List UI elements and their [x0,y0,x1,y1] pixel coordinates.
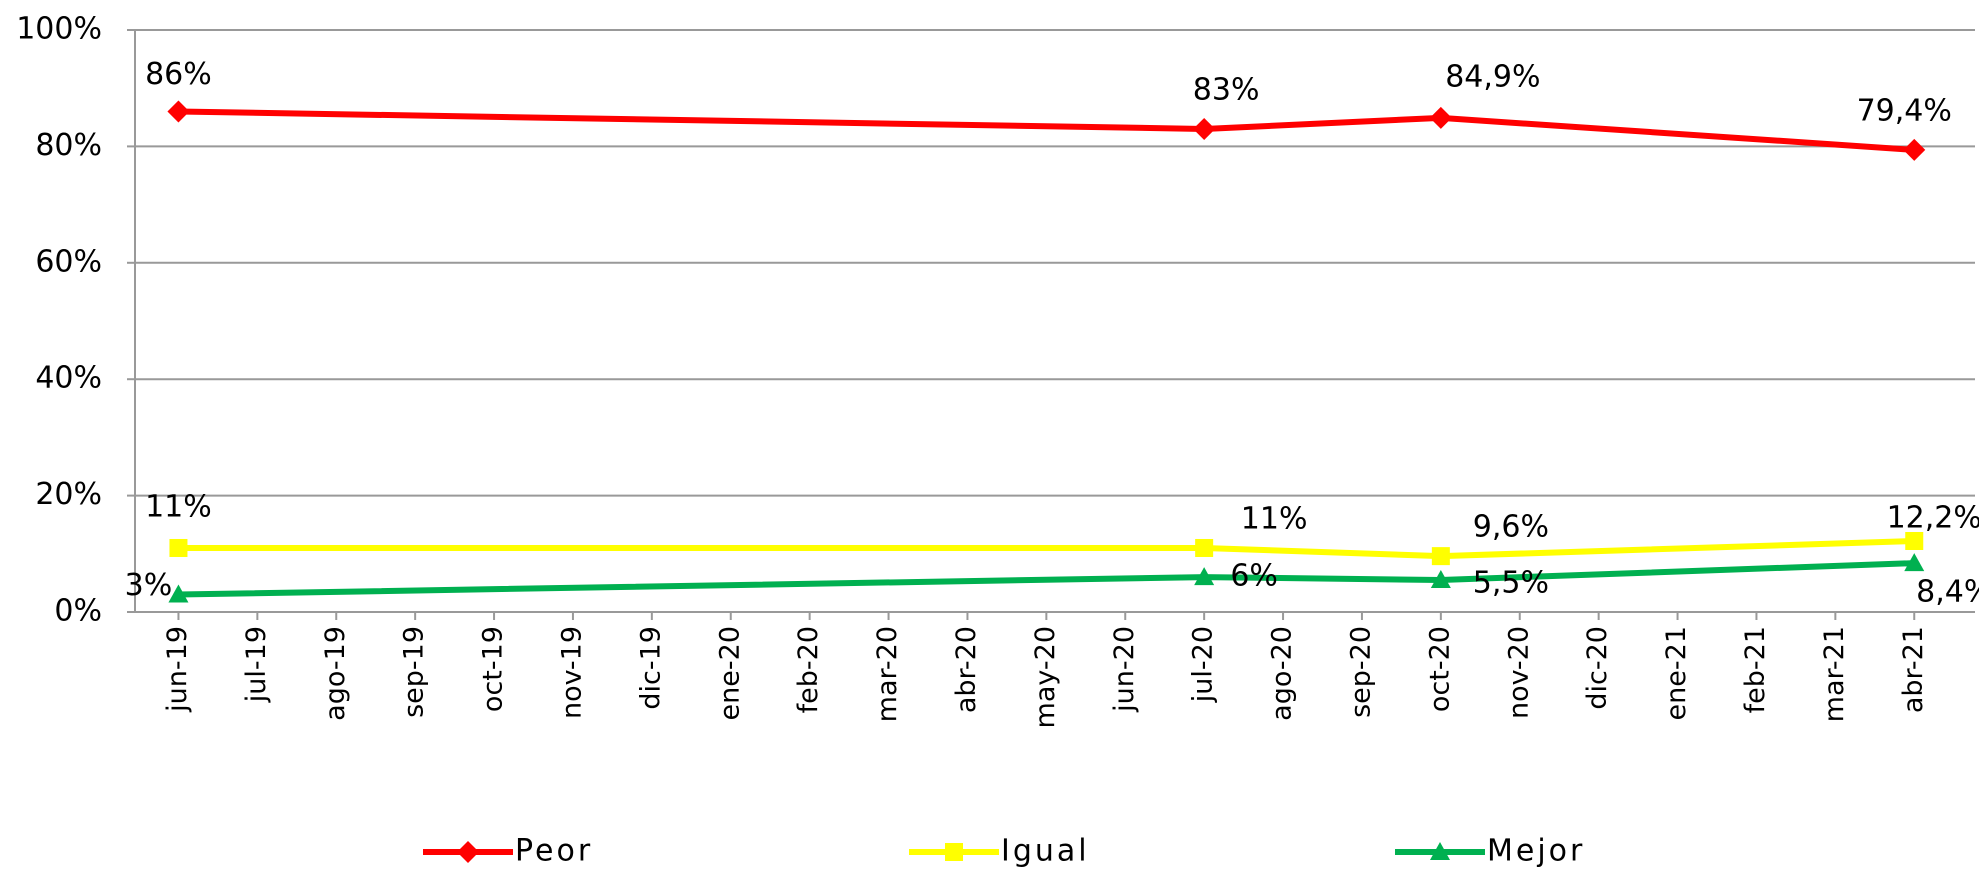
marker [1431,547,1450,566]
marker [1429,106,1452,129]
legend-label: Peor [515,834,593,869]
x-tick-label: oct-20 [1424,626,1455,712]
marker [1904,553,1925,572]
marker [1194,567,1215,586]
x-tick-label: sep-19 [399,626,430,718]
x-tick-label: ago-19 [320,626,351,721]
x-tick-label: jul-20 [1188,626,1219,703]
x-tick-label: feb-21 [1740,626,1771,713]
data-label: 3% [125,568,173,603]
marker [169,538,188,557]
data-label: 79,4% [1857,93,1952,128]
marker [168,584,189,603]
legend-label: Igual [1001,834,1090,869]
y-tick-label: 0% [54,594,102,629]
x-tick-label: sep-20 [1345,626,1376,718]
y-tick-label: 20% [35,477,102,512]
marker [167,100,190,123]
x-tick-label: oct-19 [478,626,509,712]
x-tick-label: jul-19 [241,626,272,703]
line [178,537,1915,560]
x-tick-label: ene-21 [1661,626,1692,720]
data-label: 11% [145,489,212,524]
x-tick-label: abr-21 [1898,626,1929,713]
data-label: 6% [1230,559,1278,594]
y-tick-label: 100% [16,12,102,47]
data-label: 86% [145,57,212,92]
x-tick-label: jun-20 [1109,626,1140,713]
x-tick-label: abr-20 [951,626,982,713]
data-label: 12,2% [1887,500,1979,535]
line [178,108,1915,153]
y-tick-label: 60% [35,244,102,279]
data-label: 83% [1193,72,1260,107]
data-label: 9,6% [1473,510,1549,545]
data-label: 11% [1241,501,1308,536]
legend-label: Mejor [1487,834,1585,869]
x-tick-label: nov-19 [556,626,587,719]
x-tick-label: jun-19 [162,626,193,713]
x-tick-label: may-20 [1030,626,1061,728]
legend-marker [945,843,963,861]
x-tick-label: feb-20 [793,626,824,713]
x-tick-label: dic-19 [635,626,666,710]
line [178,560,1915,598]
data-label: 5,5% [1473,565,1549,600]
y-tick-label: 80% [35,128,102,163]
marker [1903,138,1926,161]
x-tick-label: dic-20 [1582,626,1613,710]
x-tick-label: nov-20 [1503,626,1534,719]
marker [1905,531,1924,550]
legend-marker [1430,842,1450,860]
data-label: 84,9% [1445,59,1540,94]
x-tick-label: mar-20 [872,626,903,722]
legend-marker [457,841,479,863]
marker [1193,117,1216,140]
marker [1195,538,1214,557]
y-tick-label: 40% [35,361,102,396]
marker [1430,569,1451,588]
x-tick-label: ago-20 [1267,626,1298,721]
x-tick-label: mar-21 [1819,626,1850,722]
data-label: 8,4% [1916,575,1979,610]
x-tick-label: ene-20 [714,626,745,720]
